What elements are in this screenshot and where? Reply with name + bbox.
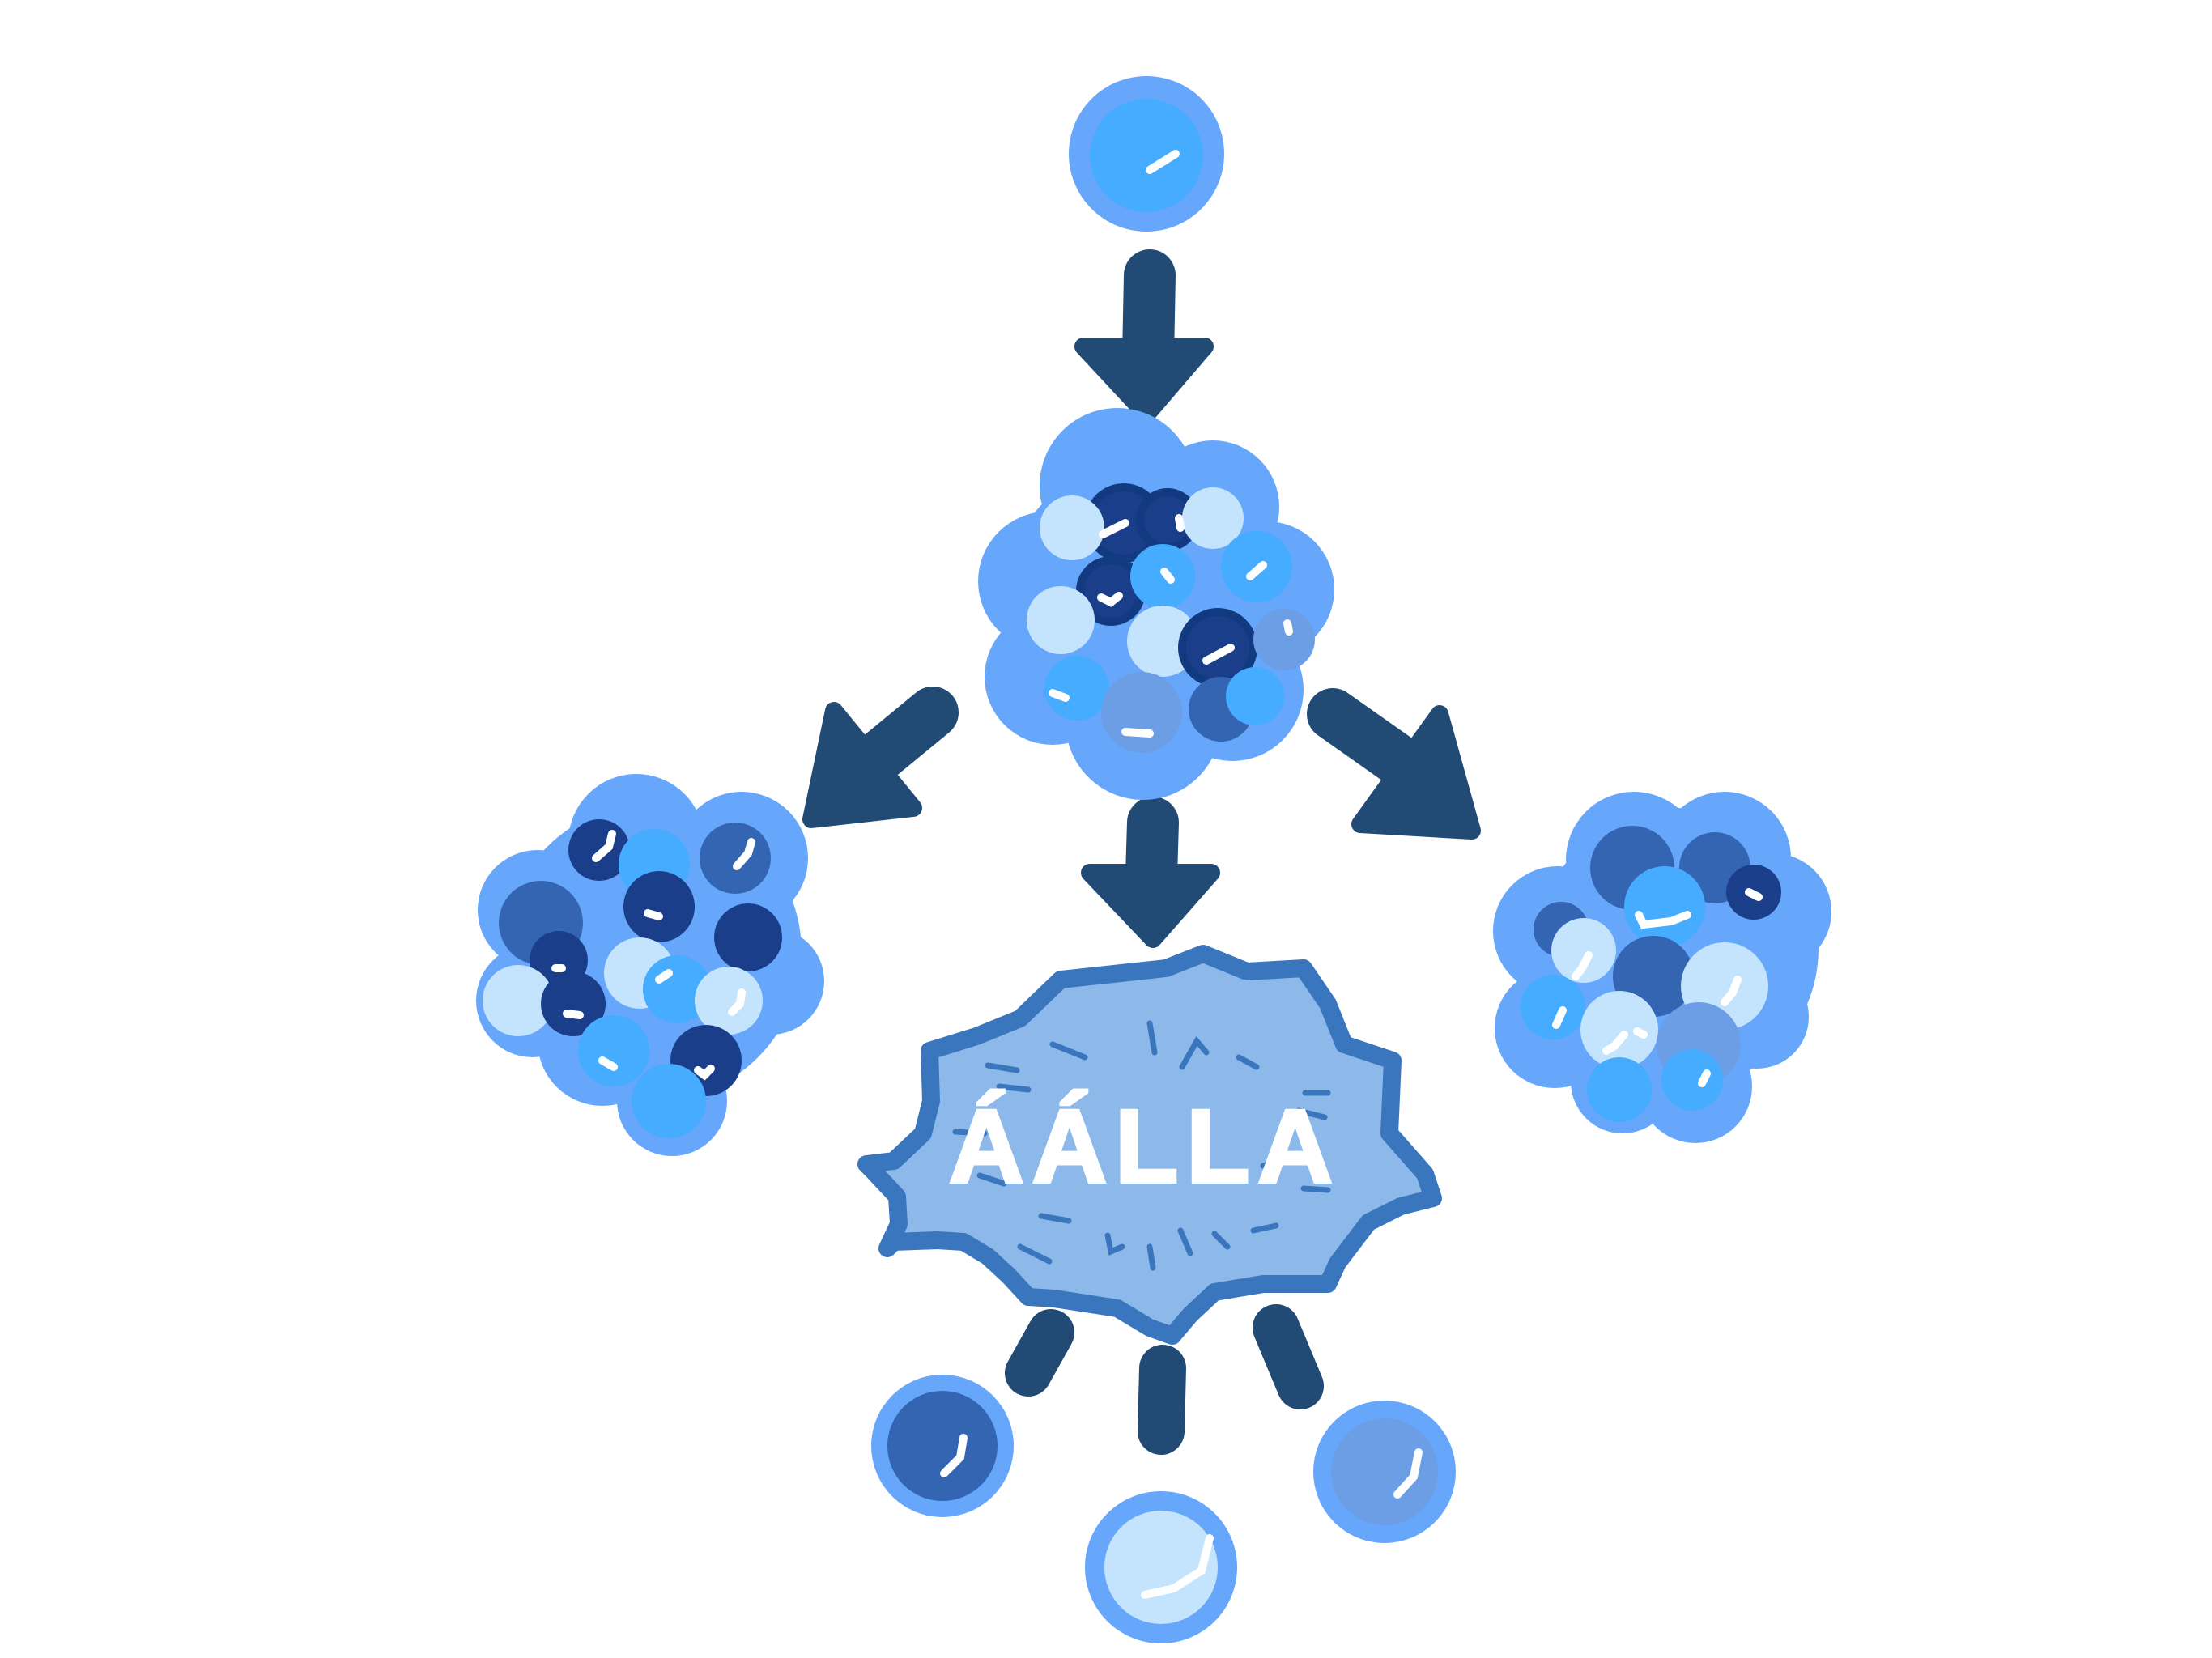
lysed-cell-burst: ÁÁLLA bbox=[857, 945, 1442, 1345]
burst-label: ÁÁLLA bbox=[949, 1089, 1341, 1205]
arrow-center-to-right bbox=[1307, 688, 1481, 840]
single-cell-bottom-left bbox=[871, 1375, 1014, 1517]
cell-cluster-right bbox=[1493, 792, 1831, 1143]
arrow-center-to-left bbox=[802, 687, 959, 828]
single-cell-bottom-middle bbox=[1085, 1491, 1237, 1643]
burst-fragment-lines bbox=[1005, 1304, 1324, 1455]
cell-cluster-left bbox=[476, 774, 824, 1156]
arrow-top-to-center bbox=[1074, 249, 1214, 423]
cell-cluster-center bbox=[978, 408, 1334, 800]
arrows bbox=[802, 249, 1481, 1455]
single-cell-bottom-right bbox=[1313, 1401, 1456, 1543]
arrow-center-to-burst bbox=[1081, 797, 1220, 948]
single-cell-top bbox=[1069, 76, 1224, 232]
